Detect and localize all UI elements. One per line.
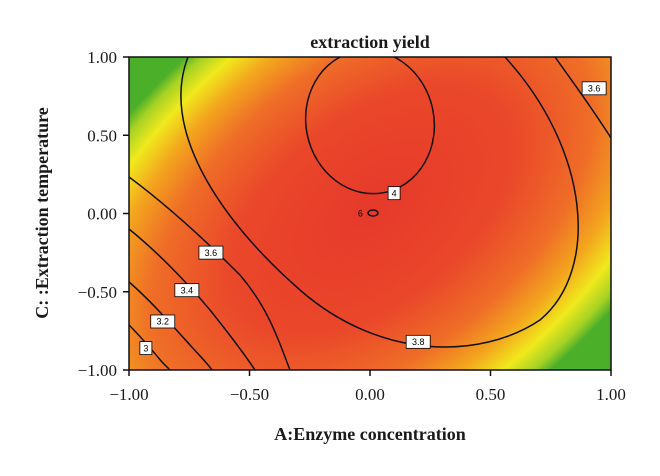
- x-tick-label: 0.00: [355, 385, 385, 404]
- contour-label-box: [387, 186, 401, 201]
- x-tick-label: −1.00: [109, 385, 148, 404]
- contour-label-box: [150, 314, 176, 329]
- contour-label-text: 6: [358, 209, 363, 219]
- contour-label-text: 3.2: [156, 317, 169, 327]
- x-tick-label: −0.50: [230, 385, 269, 404]
- contour-label-box: [581, 81, 607, 96]
- contour-line-3-4: [129, 228, 256, 370]
- contour-label: 3.6: [581, 81, 607, 96]
- y-axis: −1.00 −0.50 0.00 0.50 1.00: [78, 48, 129, 380]
- contour-label: 3: [139, 341, 153, 355]
- contour-line-3-6-right: [554, 57, 611, 139]
- y-tick-label: −0.50: [78, 283, 117, 302]
- contour-label-text: 3.8: [412, 337, 425, 347]
- contour-line-inner: [304, 57, 436, 195]
- contour-label-box: [174, 283, 200, 298]
- contour-label-text: 3.4: [181, 285, 194, 295]
- contour-label: 6: [358, 209, 363, 219]
- y-tick-label: 0.00: [87, 205, 117, 224]
- x-axis-title: A:Enzyme concentration: [274, 424, 465, 444]
- contour-label-text: 3: [143, 343, 148, 353]
- contour-label-box: [405, 334, 431, 349]
- contour-label-text: 3.6: [588, 84, 601, 94]
- contour-label: 3.4: [174, 283, 200, 298]
- y-tick-label: 0.50: [87, 126, 117, 145]
- x-tick-label: 1.00: [596, 385, 626, 404]
- contour-label: 3.6: [198, 245, 224, 260]
- heat-surface: [129, 57, 611, 370]
- contour-label-box: [139, 341, 153, 355]
- contour-line-3-8: [180, 57, 579, 348]
- contour-line-max: [367, 209, 379, 217]
- contour-line-3-0: [129, 324, 171, 370]
- contour-lines: [129, 57, 611, 370]
- contour-label: 4: [387, 186, 401, 201]
- y-tick-label: 1.00: [87, 48, 117, 67]
- contour-line-3-2: [129, 281, 213, 370]
- y-axis-title: C: :Extraction temperature: [32, 107, 52, 319]
- contour-label-text: 4: [392, 188, 397, 198]
- contour-line-3-6-left: [129, 176, 291, 370]
- x-axis: −1.00 −0.50 0.00 0.50 1.00: [109, 370, 626, 404]
- contour-label-text: 3.6: [205, 248, 218, 258]
- contour-label: 3.2: [150, 314, 176, 329]
- x-tick-label: 0.50: [476, 385, 506, 404]
- chart-title: extraction yield: [310, 32, 429, 52]
- contour-label-box: [198, 245, 224, 260]
- y-tick-label: −1.00: [78, 361, 117, 380]
- contour-labels: 3 3.2 3.4 3.6 4 6 3.8 3.6: [139, 81, 607, 355]
- contour-label: 3.8: [405, 334, 431, 349]
